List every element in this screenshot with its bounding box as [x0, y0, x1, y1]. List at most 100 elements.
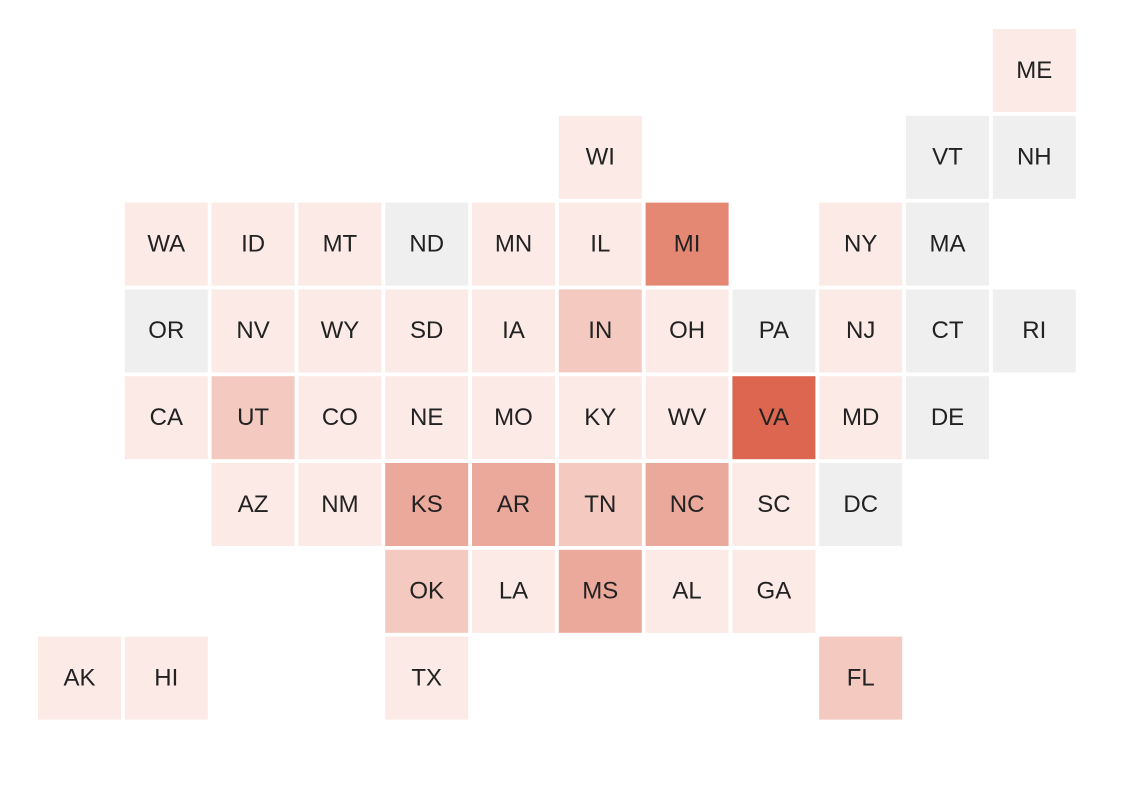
state-tile: DC — [819, 463, 903, 546]
state-tile: CT — [906, 289, 989, 373]
state-tile: NJ — [819, 289, 903, 373]
tile — [124, 202, 208, 286]
state-label: MS — [582, 578, 618, 605]
state-tile: MT — [298, 202, 382, 286]
state-label: NM — [321, 491, 358, 518]
tile — [298, 289, 382, 373]
tile — [906, 202, 989, 286]
tile — [211, 463, 295, 546]
tile — [385, 376, 469, 460]
state-label: VT — [932, 144, 963, 171]
state-label: AL — [672, 578, 701, 605]
tile — [906, 115, 989, 199]
state-label: DC — [843, 491, 878, 518]
state-label: NH — [1017, 144, 1052, 171]
tile — [385, 463, 469, 546]
state-label: IL — [590, 230, 610, 257]
tile — [558, 549, 642, 633]
tile — [992, 289, 1076, 373]
tile — [645, 202, 729, 286]
state-tile: KY — [558, 376, 642, 460]
state-label: WV — [668, 404, 707, 431]
state-label: NJ — [846, 317, 875, 344]
state-label: LA — [499, 578, 528, 605]
tile — [732, 463, 816, 546]
state-tile: OK — [385, 549, 469, 633]
state-tile: MN — [472, 202, 555, 286]
state-label: ND — [409, 230, 444, 257]
state-tile: NC — [645, 463, 729, 546]
state-tile: UT — [211, 376, 295, 460]
state-label: MO — [494, 404, 533, 431]
tile — [645, 463, 729, 546]
state-tile: OH — [645, 289, 729, 373]
state-tile: DE — [906, 376, 989, 460]
state-tile: AL — [645, 549, 729, 633]
state-tile: IN — [558, 289, 642, 373]
state-tile: RI — [992, 289, 1076, 373]
state-label: GA — [757, 578, 792, 605]
tile — [472, 549, 555, 633]
tile — [298, 463, 382, 546]
state-label: TX — [411, 664, 442, 691]
tile — [645, 549, 729, 633]
tile — [211, 289, 295, 373]
state-tile: IA — [472, 289, 555, 373]
state-tile: MA — [906, 202, 989, 286]
state-tile: SC — [732, 463, 816, 546]
state-label: KY — [584, 404, 616, 431]
state-label: AZ — [238, 491, 269, 518]
state-tile: LA — [472, 549, 555, 633]
tile — [38, 636, 121, 720]
tile — [558, 115, 642, 199]
state-tile: AR — [472, 463, 555, 546]
state-tile: TX — [385, 636, 469, 720]
state-label: MD — [842, 404, 879, 431]
state-tile: ID — [211, 202, 295, 286]
tile — [645, 289, 729, 373]
state-label: OK — [409, 578, 444, 605]
state-label: VA — [759, 404, 789, 431]
tile — [211, 202, 295, 286]
tile — [558, 202, 642, 286]
state-label: KS — [411, 491, 443, 518]
tile — [558, 463, 642, 546]
state-tile: NM — [298, 463, 382, 546]
state-tile: AK — [38, 636, 121, 720]
state-tile: OR — [124, 289, 208, 373]
state-tile: CO — [298, 376, 382, 460]
state-tile: VA — [732, 376, 816, 460]
state-label: WY — [321, 317, 360, 344]
tile — [732, 376, 816, 460]
state-tile: FL — [819, 636, 903, 720]
state-tile: MI — [645, 202, 729, 286]
tile — [558, 289, 642, 373]
tile — [124, 376, 208, 460]
state-tile: AZ — [211, 463, 295, 546]
tile — [385, 636, 469, 720]
tile — [819, 636, 903, 720]
state-label: NC — [670, 491, 705, 518]
state-label: UT — [237, 404, 269, 431]
state-label: ID — [241, 230, 265, 257]
state-label: ME — [1016, 57, 1052, 84]
tile — [906, 289, 989, 373]
state-tile: WI — [558, 115, 642, 199]
tile — [298, 202, 382, 286]
tile — [472, 376, 555, 460]
tile — [385, 289, 469, 373]
state-label: MI — [674, 230, 701, 257]
state-tile: MS — [558, 549, 642, 633]
tile — [472, 463, 555, 546]
state-tile: NY — [819, 202, 903, 286]
tile — [124, 636, 208, 720]
state-label: CT — [932, 317, 964, 344]
state-label: HI — [154, 664, 178, 691]
state-tile: HI — [124, 636, 208, 720]
state-tile: IL — [558, 202, 642, 286]
tile — [819, 376, 903, 460]
state-label: MT — [323, 230, 358, 257]
state-label: WA — [147, 230, 185, 257]
state-label: FL — [847, 664, 875, 691]
